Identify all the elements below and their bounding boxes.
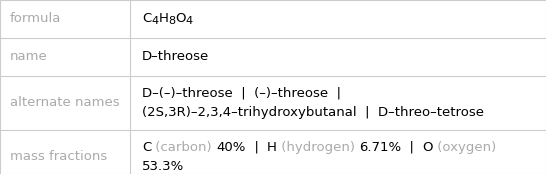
Text: D–(–)–threose  |  (–)–threose  |: D–(–)–threose | (–)–threose | <box>142 87 341 100</box>
Text: O: O <box>423 141 433 154</box>
Text: (2S,3R)–2,3,4–trihydroxybutanal  |  D–threo–tetrose: (2S,3R)–2,3,4–trihydroxybutanal | D–thre… <box>142 106 484 119</box>
Text: 8: 8 <box>168 17 175 26</box>
Text: 6.71%: 6.71% <box>359 141 401 154</box>
Text: |: | <box>401 141 423 154</box>
Text: |: | <box>246 141 267 154</box>
Text: 53.3%: 53.3% <box>142 160 184 173</box>
Text: formula: formula <box>10 13 61 26</box>
Text: (carbon): (carbon) <box>151 141 216 154</box>
Text: D–threose: D–threose <box>142 50 209 64</box>
Text: C: C <box>142 13 151 26</box>
Text: (oxygen): (oxygen) <box>433 141 496 154</box>
Text: O: O <box>175 13 186 26</box>
Text: H: H <box>158 13 168 26</box>
Text: H: H <box>267 141 277 154</box>
Text: 4: 4 <box>186 17 193 26</box>
Text: mass fractions: mass fractions <box>10 151 107 164</box>
Text: name: name <box>10 50 48 64</box>
Text: 40%: 40% <box>216 141 246 154</box>
Text: 4: 4 <box>151 17 158 26</box>
Text: (hydrogen): (hydrogen) <box>277 141 359 154</box>
Text: C: C <box>142 141 151 154</box>
Text: alternate names: alternate names <box>10 97 120 109</box>
